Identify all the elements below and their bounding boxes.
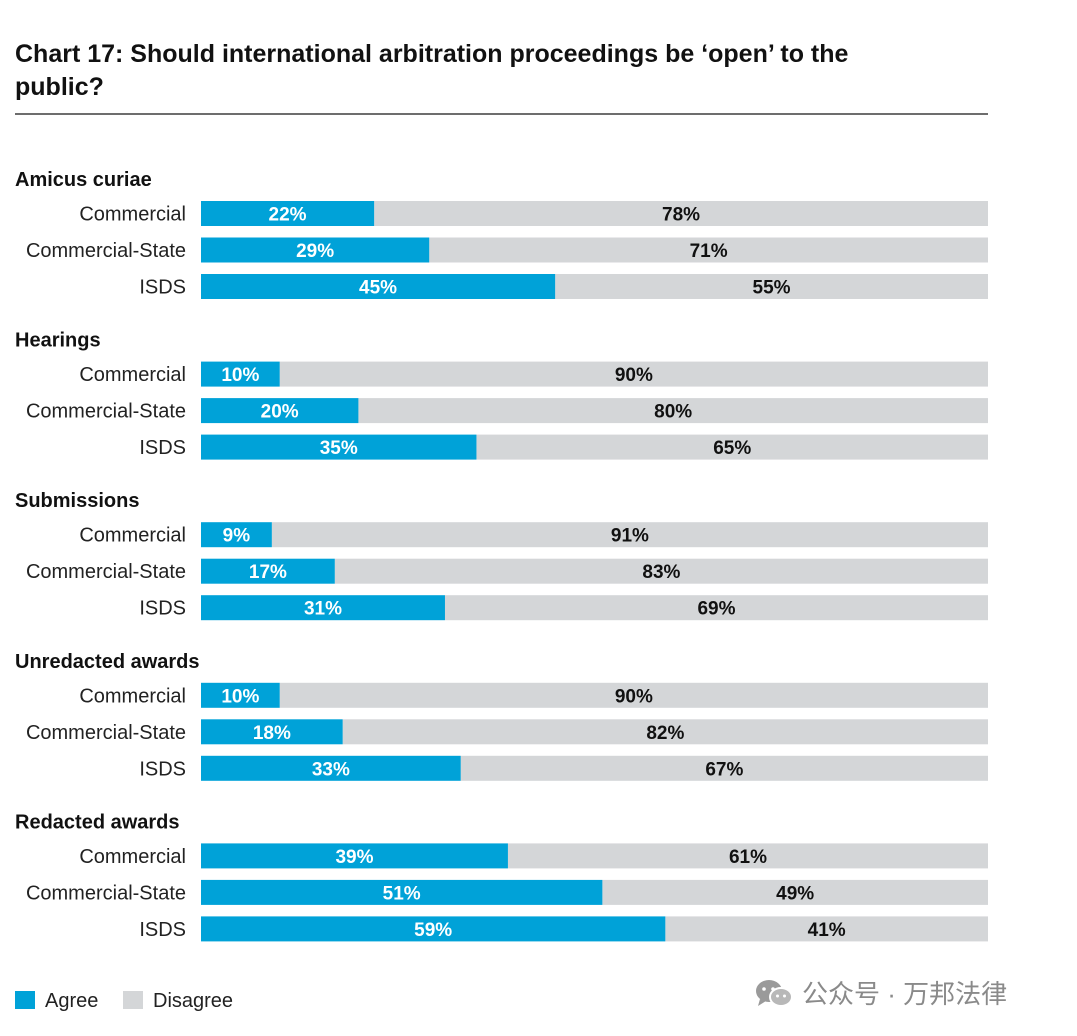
data-label-disagree-amicus-curiae-isds: 55%: [753, 278, 791, 299]
bar-agree-amicus-curiae-commercial: [201, 201, 375, 226]
category-label-amicus-curiae-isds: ISDS: [139, 277, 186, 299]
title-divider: [15, 113, 988, 115]
bar-disagree-redacted-awards-isds: [665, 916, 988, 942]
data-label-agree-amicus-curiae-commercial-state: 29%: [296, 241, 334, 262]
bar-disagree-submissions-commercial: [271, 522, 989, 548]
data-label-agree-redacted-awards-commercial: 39%: [335, 847, 373, 868]
bar-agree-redacted-awards-commercial-state: [201, 879, 603, 905]
data-label-disagree-hearings-commercial-state: 80%: [654, 402, 692, 423]
data-label-agree-redacted-awards-commercial-state: 51%: [383, 883, 421, 904]
category-label-hearings-isds: ISDS: [139, 437, 186, 459]
data-label-agree-submissions-commercial: 9%: [223, 526, 251, 547]
data-label-disagree-unredacted-awards-commercial: 90%: [615, 686, 653, 707]
category-label-submissions-isds: ISDS: [139, 598, 186, 620]
category-label-redacted-awards-isds: ISDS: [139, 919, 186, 941]
bar-disagree-redacted-awards-commercial-state: [602, 879, 988, 905]
category-label-hearings-commercial: Commercial: [79, 364, 186, 386]
bar-agree-hearings-isds: [201, 434, 477, 460]
data-label-disagree-redacted-awards-commercial-state: 49%: [776, 883, 814, 904]
bar-disagree-amicus-curiae-isds: [555, 274, 988, 299]
data-label-agree-redacted-awards-isds: 59%: [414, 920, 452, 941]
category-label-unredacted-awards-commercial: Commercial: [79, 685, 186, 707]
bar-agree-unredacted-awards-isds: [201, 755, 461, 781]
data-label-disagree-submissions-isds: 69%: [697, 599, 735, 620]
data-label-agree-amicus-curiae-commercial: 22%: [269, 205, 307, 226]
category-label-amicus-curiae-commercial: Commercial: [79, 204, 186, 226]
category-label-amicus-curiae-commercial-state: Commercial-State: [26, 240, 186, 262]
bar-disagree-redacted-awards-commercial: [507, 843, 988, 869]
category-label-submissions-commercial-state: Commercial-State: [26, 561, 186, 583]
data-label-agree-unredacted-awards-commercial: 10%: [221, 686, 259, 707]
bar-disagree-unredacted-awards-commercial-state: [342, 719, 988, 745]
category-label-unredacted-awards-commercial-state: Commercial-State: [26, 722, 186, 744]
bar-agree-submissions-commercial: [201, 522, 272, 548]
bar-disagree-amicus-curiae-commercial-state: [429, 237, 989, 263]
bar-agree-redacted-awards-commercial: [201, 843, 508, 869]
data-label-agree-submissions-isds: 31%: [304, 599, 342, 620]
data-label-agree-unredacted-awards-isds: 33%: [312, 759, 350, 780]
watermark: 公众号 · 万邦法律: [754, 976, 1054, 1012]
group-header-hearings: Hearings: [15, 330, 101, 352]
bar-agree-unredacted-awards-commercial-state: [201, 719, 343, 745]
group-header-amicus-curiae: Amicus curiae: [15, 169, 152, 191]
stacked-bar-chart: Amicus curiae Commercial 22% 78% Commercial-…: [15, 169, 989, 942]
group-header-redacted-awards: Redacted awards: [15, 811, 180, 833]
bar-disagree-submissions-isds: [444, 595, 989, 621]
bar-agree-submissions-isds: [201, 595, 445, 621]
group-header-submissions: Submissions: [15, 490, 139, 512]
data-label-disagree-redacted-awards-commercial: 61%: [729, 847, 767, 868]
bar-disagree-amicus-curiae-commercial: [374, 201, 988, 226]
category-label-unredacted-awards-isds: ISDS: [139, 758, 186, 780]
bar-disagree-hearings-commercial-state: [358, 398, 988, 424]
data-label-agree-hearings-commercial: 10%: [221, 365, 259, 386]
data-label-disagree-unredacted-awards-commercial-state: 82%: [646, 723, 684, 744]
watermark-text: 公众号 · 万邦法律: [802, 979, 1008, 1009]
bar-agree-redacted-awards-isds: [201, 916, 666, 942]
bar-agree-amicus-curiae-commercial-state: [201, 237, 430, 263]
data-label-disagree-submissions-commercial-state: 83%: [642, 562, 680, 583]
category-label-hearings-commercial-state: Commercial-State: [26, 401, 186, 423]
data-label-disagree-hearings-commercial: 90%: [615, 365, 653, 386]
data-label-agree-unredacted-awards-commercial-state: 18%: [253, 723, 291, 744]
category-label-redacted-awards-commercial: Commercial: [79, 846, 186, 868]
bar-disagree-hearings-isds: [476, 434, 988, 460]
bar-agree-hearings-commercial-state: [201, 398, 359, 424]
legend-label-disagree: Disagree: [153, 990, 234, 1012]
data-label-disagree-submissions-commercial: 91%: [611, 526, 649, 547]
data-label-agree-amicus-curiae-isds: 45%: [359, 278, 397, 299]
bar-agree-hearings-commercial: [201, 361, 280, 387]
legend-label-agree: Agree: [45, 990, 99, 1012]
data-label-disagree-hearings-isds: 65%: [713, 438, 751, 459]
data-label-agree-hearings-commercial-state: 20%: [261, 402, 299, 423]
data-label-disagree-amicus-curiae-commercial-state: 71%: [690, 241, 728, 262]
bar-disagree-unredacted-awards-commercial: [279, 682, 988, 708]
bar-disagree-submissions-commercial-state: [334, 558, 988, 584]
bar-agree-amicus-curiae-isds: [201, 274, 556, 299]
data-label-disagree-unredacted-awards-isds: 67%: [705, 759, 743, 780]
group-header-unredacted-awards: Unredacted awards: [15, 651, 200, 673]
bar-disagree-unredacted-awards-isds: [460, 755, 989, 781]
chart-title: Chart 17: Should international arbitrati…: [15, 40, 849, 101]
bar-agree-unredacted-awards-commercial: [201, 682, 280, 708]
data-label-agree-submissions-commercial-state: 17%: [249, 562, 287, 583]
category-label-submissions-commercial: Commercial: [79, 525, 186, 547]
data-label-disagree-amicus-curiae-commercial: 78%: [662, 205, 700, 226]
data-label-disagree-redacted-awards-isds: 41%: [808, 920, 846, 941]
category-label-redacted-awards-commercial-state: Commercial-State: [26, 882, 186, 904]
legend-swatch-disagree: [123, 991, 143, 1009]
bar-agree-submissions-commercial-state: [201, 558, 335, 584]
data-label-agree-hearings-isds: 35%: [320, 438, 358, 459]
bar-disagree-hearings-commercial: [279, 361, 988, 387]
legend-swatch-agree: [15, 991, 35, 1009]
wechat-icon: [756, 980, 793, 1007]
